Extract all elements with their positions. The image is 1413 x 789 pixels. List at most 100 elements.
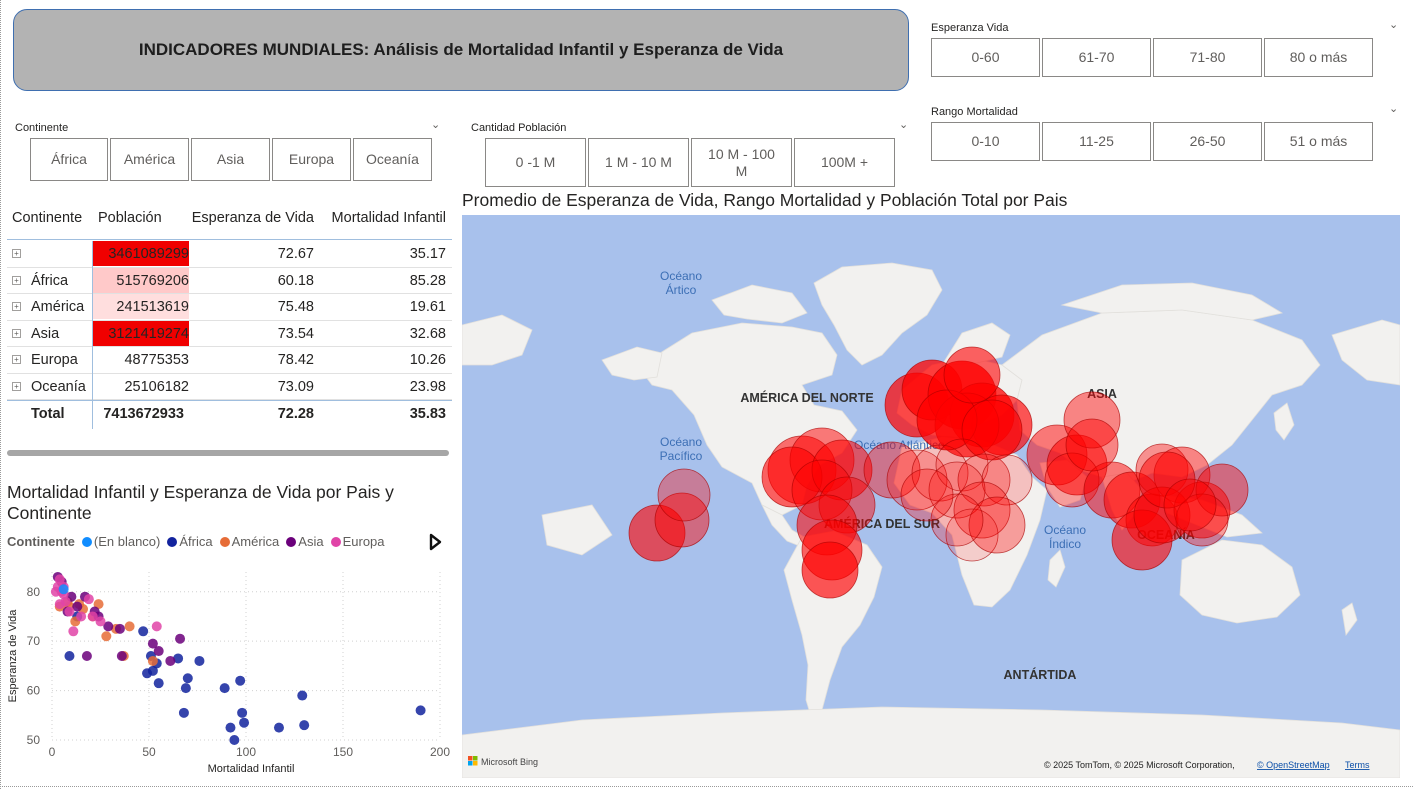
legend-item[interactable]: (En blanco) (81, 534, 160, 549)
table-row[interactable]: +3461089299 72.67 35.17 (7, 241, 452, 268)
expand-icon[interactable]: + (12, 355, 21, 364)
expand-icon[interactable]: + (12, 302, 21, 311)
expand-icon[interactable]: + (12, 249, 21, 258)
map-bubble[interactable] (928, 461, 986, 519)
slicer-option[interactable]: 0-60 (931, 38, 1040, 77)
slicer-option[interactable]: África (30, 138, 108, 181)
slicer-option[interactable]: 80 o más (1264, 38, 1373, 77)
map-bubble[interactable] (930, 493, 984, 547)
map-bubble[interactable] (1063, 391, 1121, 449)
slicer-option[interactable]: 26-50 (1153, 122, 1262, 161)
scatter-point[interactable] (76, 611, 87, 622)
scatter-point[interactable] (180, 683, 191, 694)
slicer-option[interactable]: 51 o más (1264, 122, 1373, 161)
map-bubble[interactable] (1175, 493, 1229, 547)
terms-link[interactable]: Terms (1345, 760, 1370, 770)
scatter-point[interactable] (83, 594, 94, 605)
scatter-point[interactable] (297, 690, 308, 701)
scatter-point[interactable] (147, 638, 158, 649)
expand-icon[interactable]: + (12, 275, 21, 285)
scatter-point[interactable] (173, 653, 184, 664)
map-bubble[interactable] (945, 508, 999, 562)
scatter-point[interactable] (235, 675, 246, 686)
column-header[interactable]: Continente (12, 210, 83, 226)
map-bubble[interactable] (981, 454, 1033, 506)
scatter-point[interactable] (81, 651, 92, 661)
table-row[interactable]: + América 241513619 75.48 19.61 (7, 294, 452, 321)
table-row[interactable]: + Oceanía 25106182 73.09 23.98 (7, 374, 452, 400)
chevron-down-icon[interactable]: ⌄ (1389, 19, 1399, 31)
slicer-option[interactable]: 100M + (794, 138, 895, 187)
scatter-point[interactable] (273, 722, 284, 733)
slicer-option[interactable]: 61-70 (1042, 38, 1151, 77)
scatter-point[interactable] (147, 655, 158, 666)
slicer-option[interactable]: 1 M - 10 M (588, 138, 689, 187)
slicer-option[interactable]: Oceanía (353, 138, 432, 181)
scatter-point[interactable] (147, 665, 158, 676)
slicer-option[interactable]: 11-25 (1042, 122, 1151, 161)
map-bubble[interactable] (657, 468, 711, 522)
scatter-point[interactable] (64, 606, 75, 617)
scatter-point[interactable] (93, 599, 104, 610)
scatter-point[interactable] (153, 678, 164, 689)
column-header[interactable]: Esperanza de Vida (191, 210, 314, 226)
legend-item[interactable]: América (219, 534, 279, 549)
bubble-map[interactable]: Océano Ártico Océano Pacífico Océano Índ… (462, 215, 1400, 778)
map-bubble[interactable] (1138, 451, 1196, 509)
expand-icon[interactable]: + (12, 381, 21, 391)
slicer-option[interactable]: Asia (191, 138, 270, 181)
scatter-point[interactable] (72, 601, 83, 612)
scatter-point[interactable] (64, 651, 75, 661)
map-bubble[interactable] (943, 346, 1001, 404)
scatter-point[interactable] (153, 646, 164, 657)
column-header[interactable]: Población (98, 210, 162, 226)
scatter-point[interactable] (299, 720, 310, 731)
chevron-down-icon[interactable]: ⌄ (1389, 103, 1399, 115)
scatter-point[interactable] (95, 616, 106, 627)
scatter-point[interactable] (87, 611, 98, 622)
scatter-point[interactable] (178, 707, 189, 718)
scatter-point[interactable] (103, 621, 114, 632)
map-bubble[interactable] (953, 481, 1011, 539)
map-bubble[interactable] (628, 504, 686, 562)
scatter-point[interactable] (194, 655, 205, 666)
map-bubble[interactable] (801, 541, 859, 599)
chevron-down-icon[interactable]: ⌄ (431, 119, 441, 131)
map-bubble[interactable] (911, 444, 969, 502)
scatter-point[interactable] (116, 651, 127, 661)
slicer-option[interactable]: 0-10 (931, 122, 1040, 161)
map-bubble[interactable] (654, 492, 710, 548)
slicer-option[interactable]: Europa (272, 138, 351, 181)
map-bubble[interactable] (1163, 478, 1217, 532)
scatter-point[interactable] (219, 683, 230, 694)
scatter-point[interactable] (58, 584, 69, 595)
scatter-point[interactable] (239, 717, 250, 728)
expand-icon[interactable]: + (12, 328, 21, 338)
map-bubble[interactable] (968, 496, 1026, 554)
scatter-point[interactable] (101, 631, 112, 642)
scatter-point[interactable] (68, 626, 79, 637)
play-axis-icon[interactable] (428, 533, 442, 551)
column-header[interactable]: Mortalidad Infantil (331, 210, 446, 226)
table-row[interactable]: + Asia 3121419274 73.54 32.68 (7, 320, 452, 347)
legend-item[interactable]: Asia (286, 534, 324, 549)
slicer-option[interactable]: 71-80 (1153, 38, 1262, 77)
osm-link[interactable]: © OpenStreetMap (1257, 760, 1330, 770)
scatter-point[interactable] (151, 621, 162, 632)
scatter-point[interactable] (54, 599, 65, 610)
slicer-option[interactable]: América (110, 138, 189, 181)
map-bubble[interactable] (1195, 463, 1249, 517)
scatter-point[interactable] (415, 705, 426, 716)
table-row[interactable]: + Europa 48775353 78.42 10.26 (7, 347, 452, 374)
scatter-point[interactable] (114, 623, 125, 634)
horizontal-scrollbar[interactable] (7, 450, 449, 456)
scatter-point[interactable] (225, 722, 236, 733)
scatter-point[interactable] (175, 633, 186, 644)
scatter-point[interactable] (124, 621, 135, 632)
map-bubble[interactable] (886, 449, 948, 511)
legend-item[interactable]: África (167, 534, 213, 549)
scatter-point[interactable] (54, 574, 65, 585)
scatter-point[interactable] (138, 626, 149, 637)
scatter-point[interactable] (165, 655, 176, 666)
map-bubble[interactable] (957, 453, 1011, 507)
